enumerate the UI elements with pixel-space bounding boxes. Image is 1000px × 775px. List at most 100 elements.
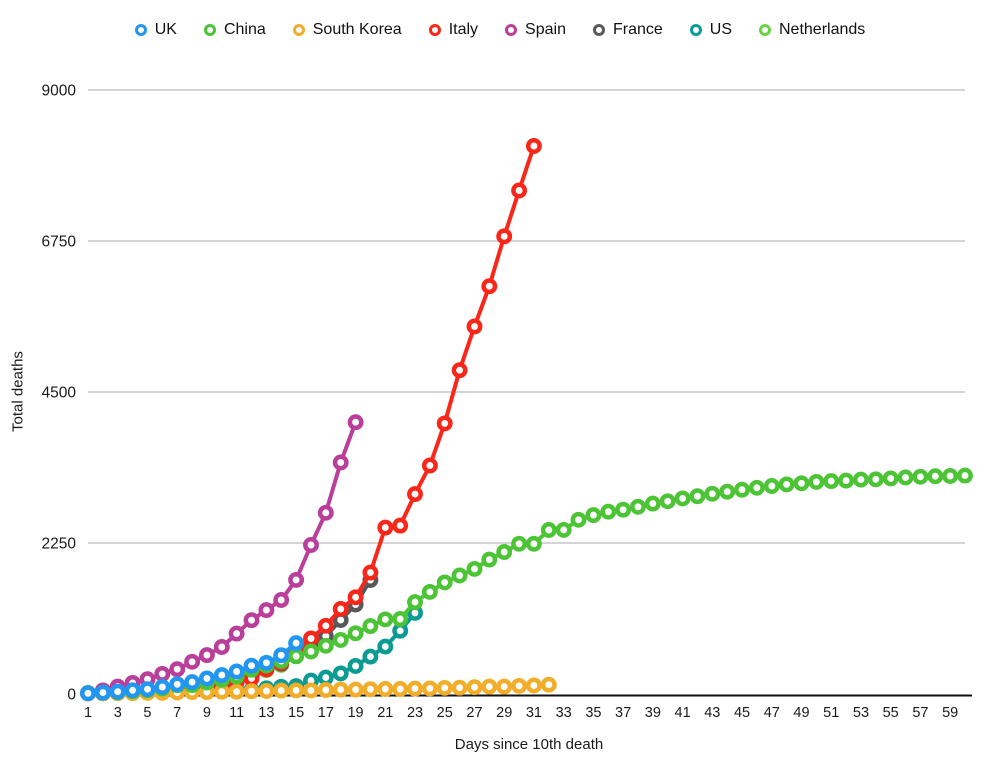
- data-point: [258, 602, 275, 619]
- y-axis-title: Total deaths: [9, 351, 27, 432]
- legend-item-netherlands: Netherlands: [759, 22, 865, 38]
- data-point: [317, 682, 334, 698]
- data-point: [303, 682, 319, 699]
- data-point: [347, 625, 364, 642]
- data-point: [481, 278, 498, 295]
- x-axis-title: Days since 10th death: [454, 736, 604, 753]
- x-tick-label-51: 51: [823, 705, 839, 721]
- data-point: [496, 544, 513, 560]
- x-tick-label-11: 11: [229, 705, 244, 721]
- x-tick-label-23: 23: [407, 705, 423, 721]
- legend-item-uk: UK: [134, 21, 177, 38]
- data-point: [481, 551, 498, 568]
- data-point: [377, 638, 394, 655]
- data-point: [466, 560, 483, 577]
- legend-label-china: China: [223, 21, 266, 38]
- legend-label-us: US: [709, 21, 732, 38]
- data-point: [377, 611, 394, 628]
- legend-label-france: France: [612, 21, 663, 38]
- data-point: [347, 414, 364, 431]
- data-point: [332, 665, 349, 682]
- france-series-marker-icon: [592, 24, 605, 36]
- data-point: [288, 635, 305, 652]
- data-point: [852, 471, 869, 488]
- data-point: [258, 654, 275, 671]
- data-point: [719, 483, 736, 500]
- legend-label-italy: Italy: [448, 21, 479, 38]
- data-point: [466, 679, 483, 696]
- data-point: [392, 517, 409, 534]
- x-tick-label-21: 21: [377, 705, 393, 721]
- x-tick-label-25: 25: [437, 705, 453, 721]
- data-point: [511, 535, 528, 552]
- legend-item-france: France: [592, 21, 663, 38]
- data-point: [243, 657, 260, 674]
- data-point: [169, 676, 186, 693]
- data-point: [838, 472, 855, 489]
- data-point: [332, 632, 349, 648]
- data-point: [303, 643, 319, 660]
- data-point: [392, 681, 409, 697]
- x-tick-label-59: 59: [942, 705, 958, 721]
- data-point: [332, 454, 349, 471]
- data-point: [897, 469, 914, 486]
- data-point: [273, 682, 290, 699]
- data-point: [763, 478, 780, 494]
- data-point: [674, 490, 691, 507]
- x-tick-label-29: 29: [496, 705, 512, 721]
- data-point: [451, 567, 468, 584]
- data-point: [600, 503, 617, 520]
- data-point: [288, 648, 305, 665]
- data-point: [734, 481, 750, 498]
- data-point: [273, 647, 290, 664]
- data-point: [525, 138, 542, 154]
- legend: UK China South Korea Italy Spain France US Neth…: [0, 22, 1000, 38]
- x-tick-label-7: 7: [173, 705, 181, 721]
- data-point: [511, 182, 528, 199]
- x-tick-label-3: 3: [114, 705, 122, 721]
- legend-label-uk: UK: [154, 21, 177, 38]
- data-point: [362, 618, 379, 635]
- data-point: [436, 415, 453, 432]
- data-point: [793, 475, 810, 492]
- data-point: [407, 594, 423, 611]
- x-tick-label-5: 5: [143, 705, 151, 721]
- data-point: [421, 583, 438, 600]
- x-tick-label-39: 39: [645, 705, 661, 721]
- data-point: [451, 679, 468, 696]
- data-point: [704, 485, 721, 502]
- y-tick-label-2250: 2250: [42, 536, 77, 553]
- data-point: [317, 669, 334, 686]
- data-point: [228, 625, 245, 642]
- x-tick-label-9: 9: [203, 705, 211, 721]
- x-tick-label-37: 37: [615, 705, 631, 721]
- data-point: [243, 683, 260, 700]
- data-point: [867, 471, 884, 488]
- data-point: [511, 677, 528, 694]
- legend-label-netherlands: Netherlands: [779, 21, 866, 38]
- data-point: [659, 493, 676, 510]
- uk-series-marker-icon: [134, 24, 147, 36]
- data-point: [496, 228, 513, 245]
- data-point: [184, 653, 201, 670]
- data-point: [823, 473, 840, 490]
- data-point: [213, 683, 230, 700]
- y-tick-label-0: 0: [67, 687, 76, 704]
- x-tick-label-33: 33: [556, 705, 572, 721]
- legend-item-italy: Italy: [428, 21, 479, 38]
- x-tick-label-19: 19: [347, 705, 363, 721]
- data-point: [927, 468, 944, 485]
- legend-label-south-korea: South Korea: [312, 21, 402, 38]
- data-point: [362, 681, 379, 698]
- data-point: [362, 564, 379, 581]
- data-point: [362, 648, 379, 665]
- x-tick-label-53: 53: [853, 705, 869, 721]
- data-point: [392, 611, 409, 627]
- data-point: [525, 677, 542, 694]
- data-point: [332, 601, 349, 617]
- data-point: [124, 682, 141, 699]
- china-line: [86, 473, 967, 695]
- data-point: [481, 678, 498, 695]
- data-point: [377, 519, 394, 536]
